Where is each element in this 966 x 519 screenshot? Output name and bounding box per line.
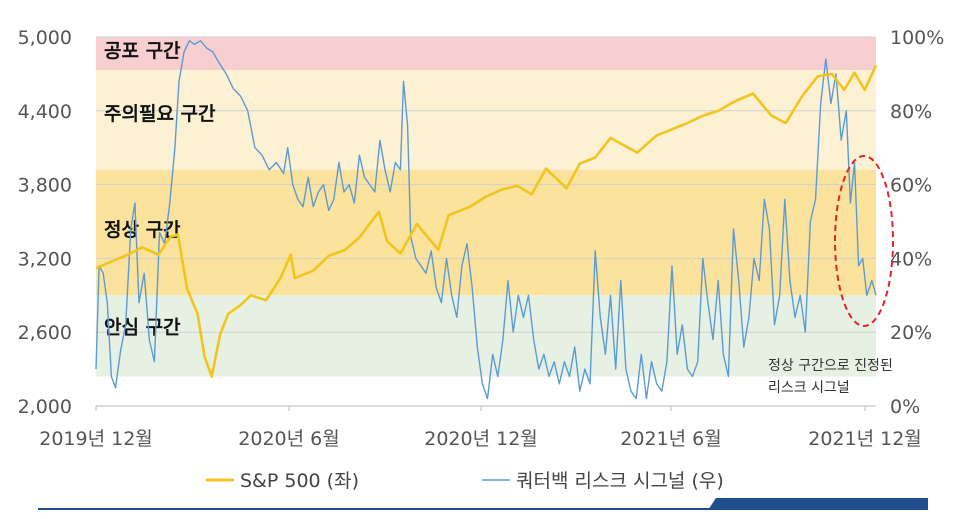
y-right-tick-label: 20% xyxy=(890,322,932,344)
x-tick-label: 2021년 6월 xyxy=(620,428,721,450)
zone-label: 안심 구간 xyxy=(104,316,181,338)
x-tick-label: 2020년 12월 xyxy=(424,428,538,450)
x-tick-label: 2020년 6월 xyxy=(238,428,339,450)
y-right-tick-label: 80% xyxy=(890,101,932,123)
zone-label: 정상 구간 xyxy=(104,219,181,241)
zone-label: 공포 구간 xyxy=(104,40,181,62)
x-tick-label: 2021년 12월 xyxy=(808,428,922,450)
legend-label: S&P 500 (좌) xyxy=(240,470,359,492)
legend: S&P 500 (좌) 쿼터백 리스크 시그널 (우) xyxy=(206,470,724,492)
y-right-tick-label: 40% xyxy=(890,248,932,270)
x-tick-label: 2019년 12월 xyxy=(39,428,153,450)
risk-zones xyxy=(96,37,876,377)
footer-bar xyxy=(38,498,928,510)
footer-accent xyxy=(708,498,928,510)
footer-line xyxy=(38,508,928,510)
y-left-tick-label: 3,800 xyxy=(18,175,72,197)
axes: 5,000 100% 4,400 80% 3,800 60% 3,200 40% 2,600 20… xyxy=(18,27,945,450)
risk-signal-line xyxy=(95,40,877,400)
annotation-group: 정상 구간으로 진정된 리스크 시그널 xyxy=(768,155,894,396)
y-left-tick-label: 2,600 xyxy=(18,322,72,344)
y-left-tick-label: 2,000 xyxy=(18,396,72,418)
y-left-tick-label: 5,000 xyxy=(18,27,72,49)
y-right-tick-label: 0% xyxy=(890,396,920,418)
annotation-text-line1: 정상 구간으로 진정된 xyxy=(768,358,893,374)
series-lines xyxy=(95,40,878,400)
zone-label: 주의필요 구간 xyxy=(104,103,216,125)
highlight-ellipse xyxy=(834,155,894,327)
legend-label: 쿼터백 리스크 시그널 (우) xyxy=(516,470,724,492)
y-right-tick-label: 100% xyxy=(890,27,944,49)
sp500-line xyxy=(95,64,878,378)
zone-band xyxy=(96,37,876,71)
zone-band xyxy=(96,169,876,296)
y-left-tick-label: 3,200 xyxy=(18,248,72,270)
zone-band xyxy=(96,70,876,170)
y-right-tick-label: 60% xyxy=(890,175,932,197)
y-left-tick-label: 4,400 xyxy=(18,101,72,123)
annotation-text-line2: 리스크 시그널 xyxy=(768,380,850,396)
